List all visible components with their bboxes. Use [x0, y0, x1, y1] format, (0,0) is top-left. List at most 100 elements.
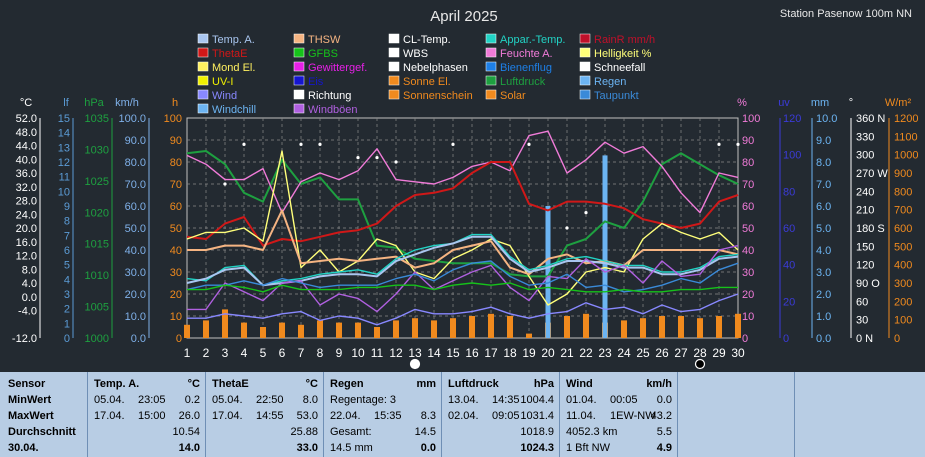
- sunshine-bar: [260, 327, 266, 338]
- x-tick-label: 28: [693, 346, 707, 360]
- sunshine-bar: [412, 318, 418, 338]
- rain-bar: [545, 206, 551, 338]
- hours-axis-tick: 20: [170, 289, 182, 301]
- pressure-axis-tick: 1035: [85, 113, 109, 125]
- legend-swatch: [388, 89, 400, 100]
- legend-label: THSW: [308, 34, 341, 46]
- table-cell-value: 43.2: [650, 410, 672, 422]
- hours-axis-tick: 50: [170, 223, 182, 235]
- sunshine-bar: [716, 316, 722, 338]
- sunshine-bar: [203, 320, 209, 338]
- series-line: [186, 233, 739, 286]
- table-cell-value: 1031.4: [520, 410, 554, 422]
- table-column-unit: mm: [416, 378, 436, 390]
- legend-swatch: [485, 75, 497, 86]
- legend-swatch: [293, 75, 305, 86]
- solar-axis-tick: 0: [894, 333, 900, 345]
- percent-axis-tick: 80: [742, 157, 754, 169]
- table-cell-date: 01.04.: [566, 394, 597, 406]
- wind-direction-point: [318, 142, 322, 146]
- legend-label: Gewittergef.: [308, 62, 367, 74]
- sunshine-bar: [678, 316, 684, 338]
- legend-swatch: [197, 75, 209, 86]
- table-cell-time: 23:05: [138, 394, 166, 406]
- sunshine-bar: [564, 316, 570, 338]
- table-cell-value: 25.88: [290, 426, 318, 438]
- table-cell-date: 1 Bft NW: [566, 442, 611, 454]
- percent-axis-tick: 0: [742, 333, 748, 345]
- solar-axis-tick: 500: [894, 241, 912, 253]
- solar-axis-tick: 1100: [894, 131, 918, 143]
- table-cell-value: 33.0: [296, 442, 318, 454]
- bft-axis-tick: 2: [64, 304, 70, 316]
- legend-label: Nebelphasen: [403, 62, 468, 74]
- direction-axis-tick: 30: [856, 315, 868, 327]
- rain-axis-tick: 5.0: [816, 223, 831, 235]
- legend-swatch: [293, 33, 305, 44]
- table-row-label: Sensor: [8, 378, 46, 390]
- x-tick-label: 26: [655, 346, 669, 360]
- hours-axis-tick: 100: [164, 113, 182, 125]
- solar-axis-tick: 100: [894, 315, 912, 327]
- legend-swatch: [197, 89, 209, 100]
- wind-direction-point: [736, 142, 740, 146]
- legend-label: Temp. A.: [212, 34, 255, 46]
- direction-axis-tick: 360 N: [856, 113, 885, 125]
- legend-swatch: [197, 61, 209, 72]
- table-cell-value: 8.3: [420, 410, 436, 422]
- table-cell-date: 17.04.: [94, 410, 125, 422]
- rain-axis-tick: 8.0: [816, 157, 831, 169]
- wind-axis-tick: 10.0: [125, 311, 146, 323]
- temp-axis-tick: 44.0: [16, 141, 37, 153]
- x-tick-label: 9: [336, 346, 343, 360]
- table-column-title: ThetaE: [212, 378, 249, 390]
- legend-label: Feuchte A.: [500, 48, 553, 60]
- x-tick-label: 1: [184, 346, 191, 360]
- legend-label: Windchill: [212, 104, 256, 116]
- x-tick-label: 14: [427, 346, 441, 360]
- solar-axis-tick: 1000: [894, 150, 918, 162]
- x-tick-label: 16: [465, 346, 479, 360]
- wind-axis-tick: 0.0: [131, 333, 146, 345]
- sunshine-bar: [697, 318, 703, 338]
- table-cell-date: 22.04.: [330, 410, 361, 422]
- legend-label: Helligkeit %: [594, 48, 652, 60]
- rain-axis-tick: 6.0: [816, 201, 831, 213]
- wind-axis-tick: 20.0: [125, 289, 146, 301]
- rain-axis-tick: 3.0: [816, 267, 831, 279]
- sunshine-bar: [374, 327, 380, 338]
- bft-axis-tick: 4: [64, 274, 70, 286]
- temp-axis-tick: 32.0: [16, 182, 37, 194]
- wind-direction-point: [299, 142, 303, 146]
- bft-axis-tick: 6: [64, 245, 70, 257]
- legend-label: RainR mm/h: [594, 34, 655, 46]
- wind-direction-point: [375, 156, 379, 160]
- bft-axis-tick: 0: [64, 333, 70, 345]
- pressure-axis-tick: 1015: [85, 239, 109, 251]
- sunshine-bar: [241, 322, 247, 338]
- axis-unit-label: lf: [63, 97, 69, 109]
- direction-axis-tick: 90 O: [856, 278, 880, 290]
- bft-axis-tick: 1: [64, 318, 70, 330]
- percent-axis-tick: 30: [742, 267, 754, 279]
- series-line: [187, 293, 739, 326]
- legend-swatch: [293, 61, 305, 72]
- table-column-unit: km/h: [646, 378, 672, 390]
- x-tick-label: 12: [389, 346, 403, 360]
- legend-label: GFBS: [308, 48, 338, 60]
- sunshine-bar: [298, 324, 304, 338]
- uv-axis-tick: 20: [783, 296, 795, 308]
- x-tick-label: 29: [712, 346, 726, 360]
- table-row-label: Durchschnitt: [8, 426, 76, 438]
- wind-direction-point: [527, 142, 531, 146]
- x-tick-label: 18: [503, 346, 517, 360]
- legend-swatch: [388, 75, 400, 86]
- hours-axis-tick: 90: [170, 135, 182, 147]
- temp-axis-tick: 40.0: [16, 154, 37, 166]
- wind-direction-point: [223, 182, 227, 186]
- sunshine-bar: [355, 322, 361, 338]
- table-cell-date: 14.5 mm: [330, 442, 373, 454]
- percent-axis-tick: 100: [742, 113, 760, 125]
- sunshine-bar: [469, 316, 475, 338]
